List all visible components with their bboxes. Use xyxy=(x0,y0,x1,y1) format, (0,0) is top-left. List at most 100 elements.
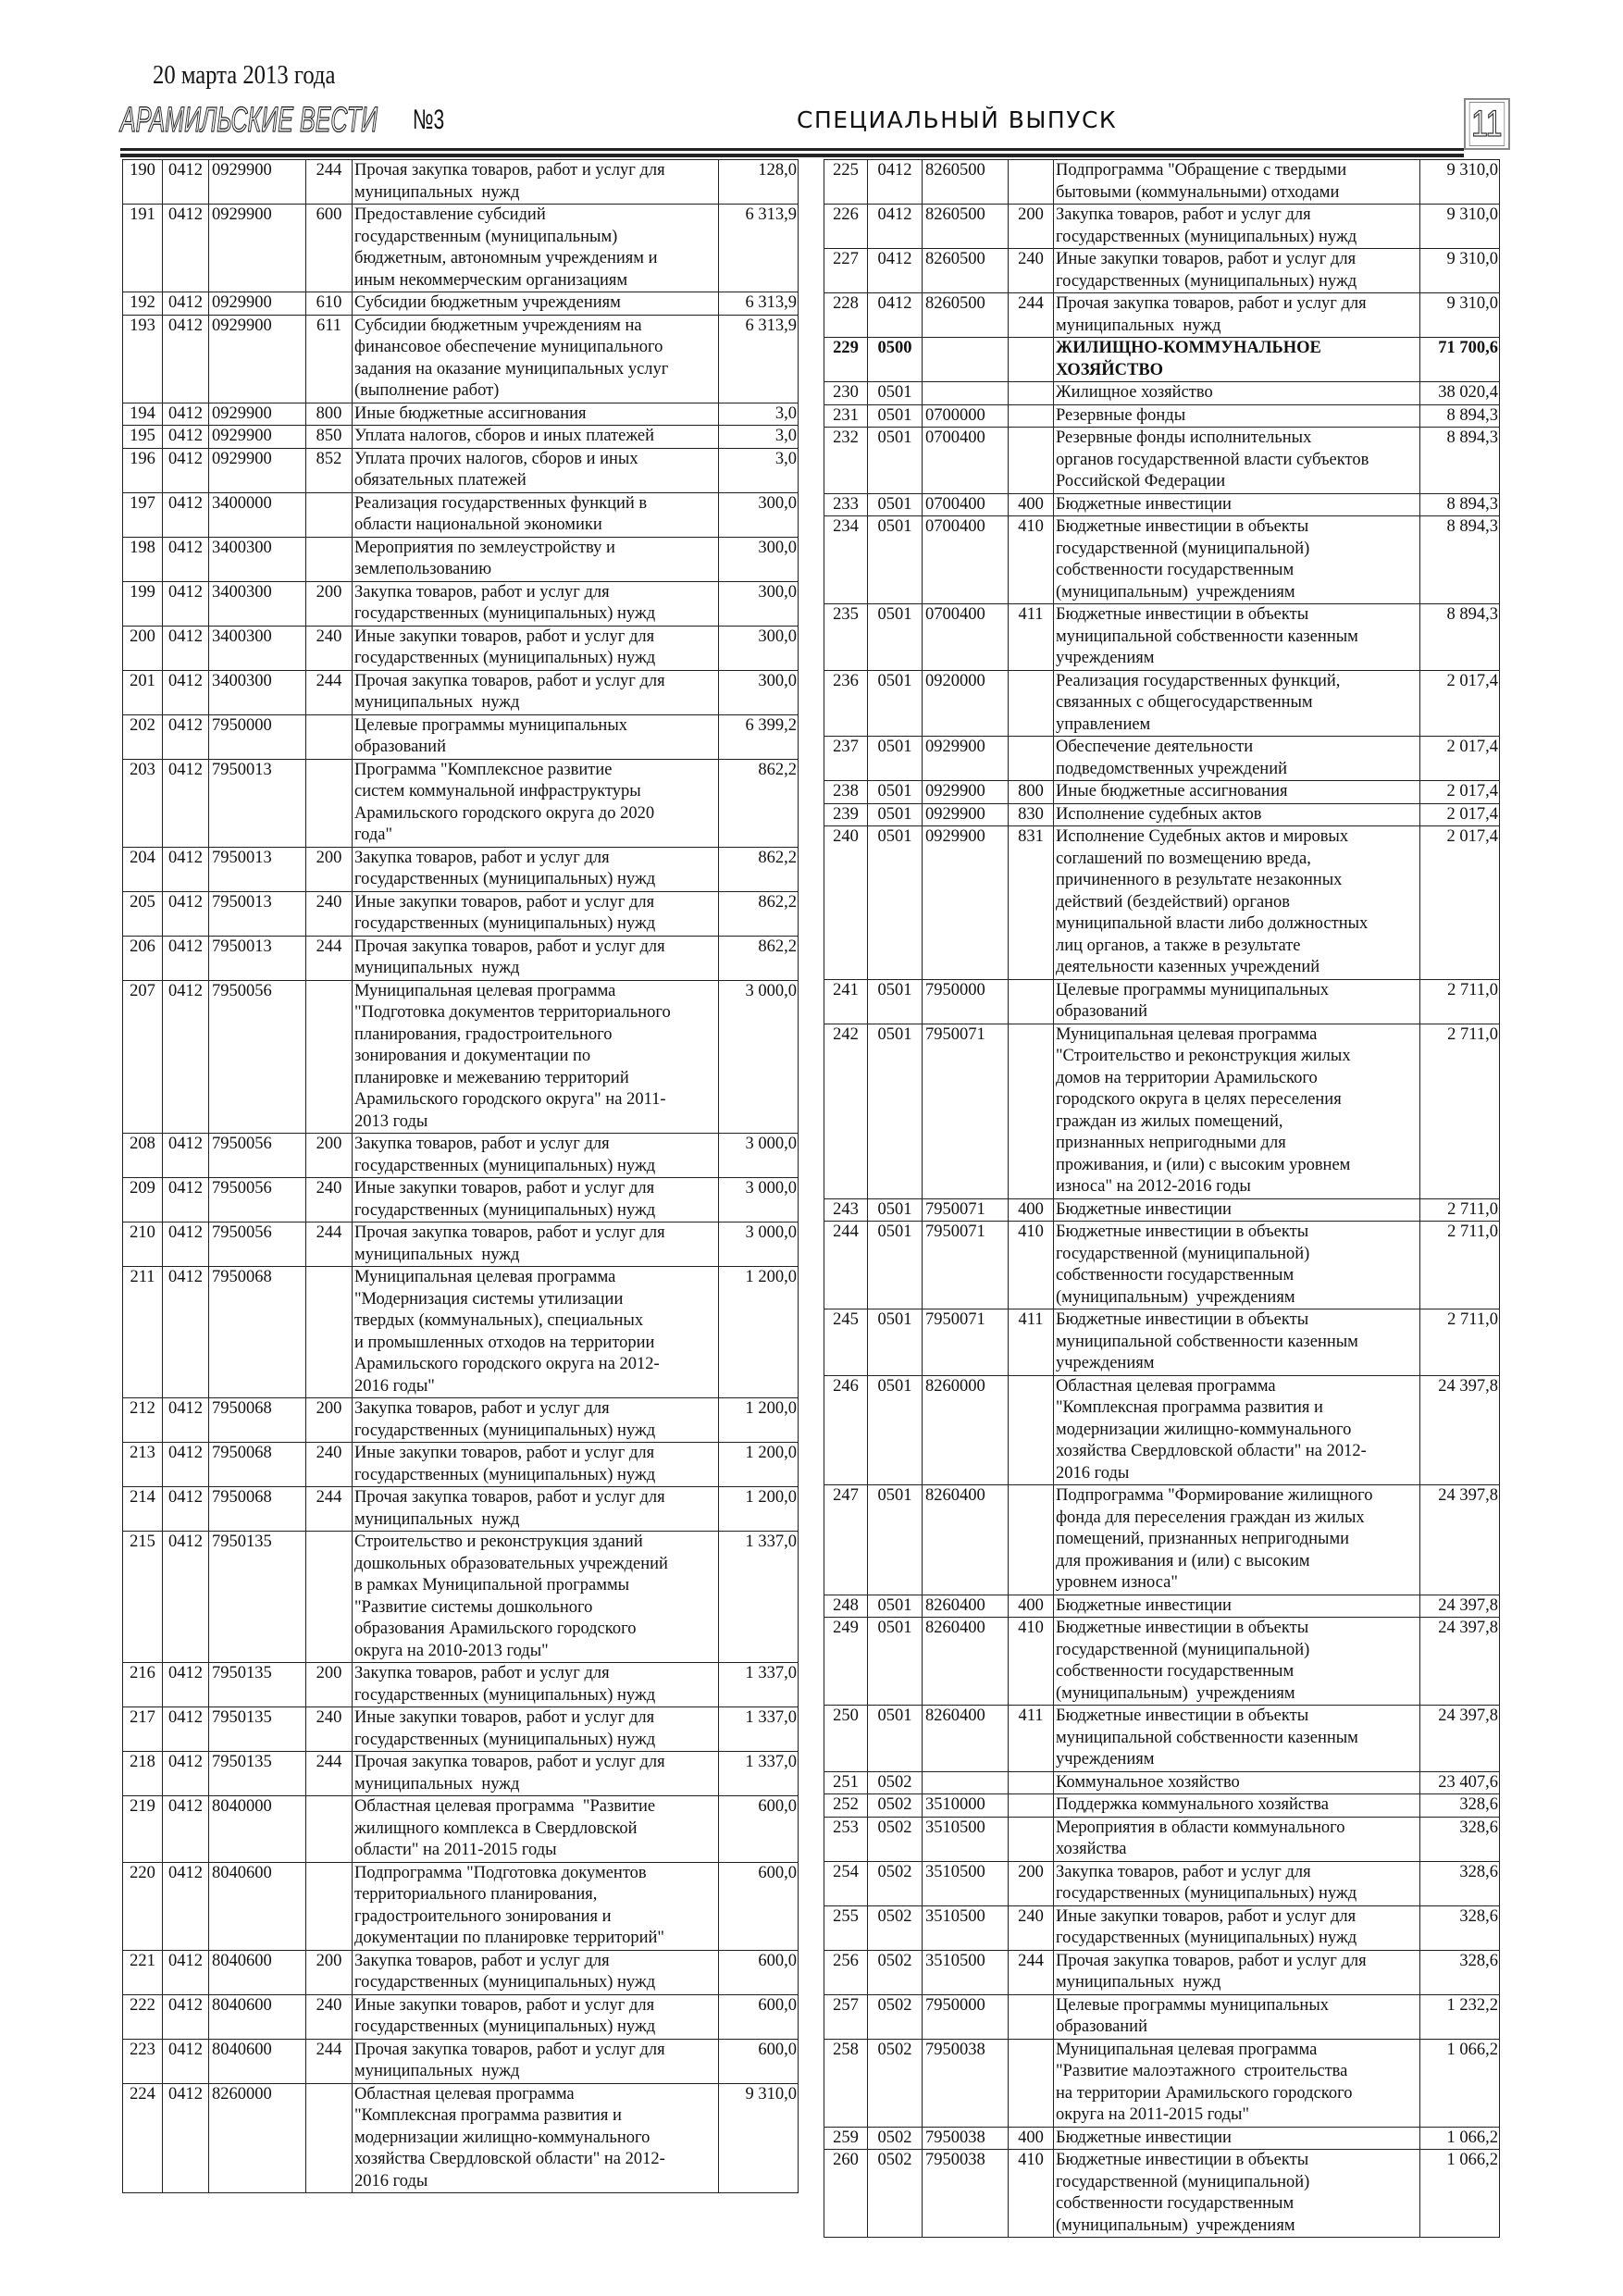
section-code: 0500 xyxy=(867,337,923,382)
item-name: Поддержка коммунального хозяйства xyxy=(1053,1793,1420,1818)
amount: 328,6 xyxy=(1419,1949,1500,1995)
section-code: 0412 xyxy=(162,1266,209,1398)
row-number: 240 xyxy=(824,825,868,980)
section-code: 0412 xyxy=(162,491,209,538)
expense-type: 200 xyxy=(305,1949,353,1995)
section-code: 0412 xyxy=(162,846,209,892)
amount: 1 200,0 xyxy=(718,1486,799,1532)
row-number: 192 xyxy=(122,292,163,316)
section-code: 0502 xyxy=(867,1860,923,1906)
row-number: 252 xyxy=(824,1793,868,1818)
target-article: 7950135 xyxy=(208,1662,306,1707)
section-code: 0502 xyxy=(867,2126,923,2150)
target-article: 3510500 xyxy=(922,1905,1009,1951)
table-row: 258 0502 7950038 Муниципальная целевая прог… xyxy=(824,2038,1500,2128)
table-row: 201 0412 3400300 244 Прочая закупка товаров,… xyxy=(122,669,799,715)
section-code: 0501 xyxy=(867,1309,923,1376)
table-row: 217 0412 7950135 240 Иные закупки товаров, р… xyxy=(122,1706,799,1752)
item-name: Исполнение судебных актов xyxy=(1053,802,1420,826)
target-article: 0700400 xyxy=(922,492,1009,516)
row-number: 233 xyxy=(824,492,868,516)
target-article: 7950000 xyxy=(922,978,1009,1024)
section-code: 0412 xyxy=(162,1222,209,1267)
expense-type: 411 xyxy=(1008,603,1054,671)
section-code: 0501 xyxy=(867,403,923,428)
target-article: 7950013 xyxy=(208,846,306,892)
target-article: 7950056 xyxy=(208,979,306,1134)
expense-type: 244 xyxy=(305,2038,353,2084)
table-row: 227 0412 8260500 240 Иные закупки товаров, р… xyxy=(824,248,1500,293)
table-row: 232 0501 0700400 Резервные фонды исполнител… xyxy=(824,427,1500,494)
row-number: 215 xyxy=(122,1531,163,1663)
item-name: Муниципальная целевая программа "Модерни… xyxy=(352,1266,719,1398)
section-code: 0412 xyxy=(162,625,209,671)
row-number: 250 xyxy=(824,1705,868,1772)
amount: 9 310,0 xyxy=(1419,204,1500,249)
row-number: 253 xyxy=(824,1816,868,1862)
amount: 862,2 xyxy=(718,890,799,937)
amount: 3 000,0 xyxy=(718,1222,799,1267)
section-code: 0501 xyxy=(867,780,923,804)
item-name: Иные бюджетные ассигнования xyxy=(352,402,719,426)
row-number: 257 xyxy=(824,1993,868,2040)
row-number: 228 xyxy=(824,292,868,338)
expense-type xyxy=(305,2082,353,2193)
section-code: 0501 xyxy=(867,802,923,826)
amount: 600,0 xyxy=(718,1861,799,1951)
section-code: 0412 xyxy=(162,447,209,493)
row-number: 209 xyxy=(122,1177,163,1222)
table-row: 194 0412 0929900 800 Иные бюджетные ассигнов… xyxy=(122,402,799,426)
target-article: 0920000 xyxy=(922,669,1009,737)
expense-type: 200 xyxy=(305,580,353,627)
item-name: Иные закупки товаров, работ и услуг для … xyxy=(1053,248,1420,293)
target-article: 8040600 xyxy=(208,1861,306,1951)
amount: 2 017,4 xyxy=(1419,780,1500,804)
amount: 328,6 xyxy=(1419,1860,1500,1906)
row-number: 260 xyxy=(824,2149,868,2238)
section-code: 0412 xyxy=(867,248,923,293)
amount: 300,0 xyxy=(718,491,799,538)
expense-type: 410 xyxy=(1008,1617,1054,1706)
table-row: 231 0501 0700000 Резервные фонды 8 894,3 xyxy=(824,403,1500,428)
target-article: 3510000 xyxy=(922,1793,1009,1818)
amount: 1 337,0 xyxy=(718,1531,799,1663)
section-code: 0412 xyxy=(162,1177,209,1222)
table-row: 255 0502 3510500 240 Иные закупки товаров, р… xyxy=(824,1905,1500,1951)
section-code: 0502 xyxy=(867,2038,923,2128)
row-number: 223 xyxy=(122,2038,163,2084)
expense-type: 852 xyxy=(305,447,353,493)
budget-table-left: 190 0412 0929900 244 Прочая закупка товаров,… xyxy=(122,159,799,2193)
row-number: 248 xyxy=(824,1594,868,1618)
expense-type xyxy=(305,1795,353,1863)
row-number: 195 xyxy=(122,425,163,449)
section-code: 0412 xyxy=(162,159,209,205)
row-number: 235 xyxy=(824,603,868,671)
amount: 1 232,2 xyxy=(1419,1993,1500,2040)
table-row: 206 0412 7950013 244 Прочая закупка товаров,… xyxy=(122,935,799,981)
section-code: 0501 xyxy=(867,825,923,980)
item-name: Закупка товаров, работ и услуг для госуд… xyxy=(1053,1860,1420,1906)
amount: 328,6 xyxy=(1419,1905,1500,1951)
target-article: 0929900 xyxy=(208,292,306,316)
amount: 300,0 xyxy=(718,625,799,671)
row-number: 227 xyxy=(824,248,868,293)
target-article: 0929900 xyxy=(922,802,1009,826)
expense-type: 411 xyxy=(1008,1309,1054,1376)
expense-type: 610 xyxy=(305,292,353,316)
amount: 8 894,3 xyxy=(1419,515,1500,604)
item-name: Мероприятия по землеустройству и землепо… xyxy=(352,536,719,582)
table-row: 223 0412 8040600 244 Прочая закупка товаров,… xyxy=(122,2038,799,2084)
expense-type: 400 xyxy=(1008,492,1054,516)
row-number: 245 xyxy=(824,1309,868,1376)
section-code: 0501 xyxy=(867,1374,923,1485)
row-number: 259 xyxy=(824,2126,868,2150)
issue-date: 20 марта 2013 года xyxy=(153,60,336,90)
item-name: Бюджетные инвестиции в объекты муниципал… xyxy=(1053,603,1420,671)
expense-type xyxy=(1008,1816,1054,1862)
expense-type: 850 xyxy=(305,425,353,449)
target-article: 7950056 xyxy=(208,1222,306,1267)
section-code: 0412 xyxy=(162,536,209,582)
table-row: 239 0501 0929900 830 Исполнение судебных акт… xyxy=(824,802,1500,826)
target-article: 3400300 xyxy=(208,580,306,627)
section-code: 0412 xyxy=(162,1795,209,1863)
